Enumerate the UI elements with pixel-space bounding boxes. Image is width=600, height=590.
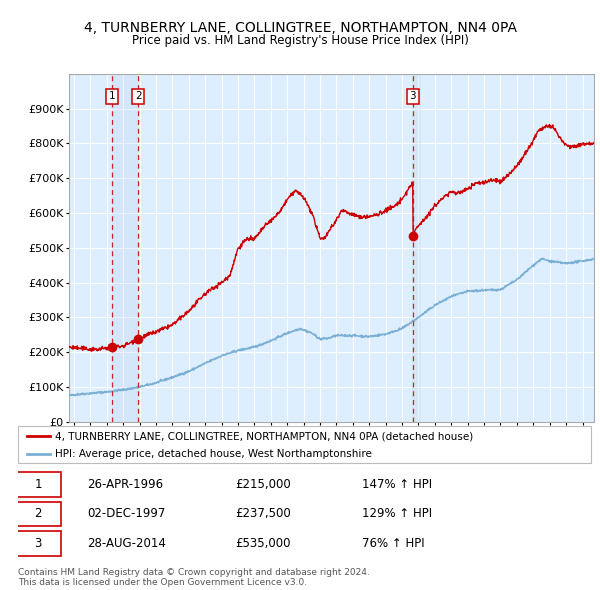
Text: 2: 2 <box>135 91 142 101</box>
Text: Price paid vs. HM Land Registry's House Price Index (HPI): Price paid vs. HM Land Registry's House … <box>131 34 469 47</box>
Text: £237,500: £237,500 <box>236 507 292 520</box>
Text: 4, TURNBERRY LANE, COLLINGTREE, NORTHAMPTON, NN4 0PA: 4, TURNBERRY LANE, COLLINGTREE, NORTHAMP… <box>83 21 517 35</box>
Text: 2: 2 <box>34 507 42 520</box>
FancyBboxPatch shape <box>15 472 61 497</box>
Text: 1: 1 <box>34 478 42 491</box>
FancyBboxPatch shape <box>15 531 61 556</box>
Text: £535,000: £535,000 <box>236 537 291 550</box>
Text: 4, TURNBERRY LANE, COLLINGTREE, NORTHAMPTON, NN4 0PA (detached house): 4, TURNBERRY LANE, COLLINGTREE, NORTHAMP… <box>55 431 473 441</box>
Text: 1: 1 <box>109 91 115 101</box>
Text: 28-AUG-2014: 28-AUG-2014 <box>87 537 166 550</box>
Text: 26-APR-1996: 26-APR-1996 <box>87 478 163 491</box>
Text: Contains HM Land Registry data © Crown copyright and database right 2024.
This d: Contains HM Land Registry data © Crown c… <box>18 568 370 587</box>
Text: 76% ↑ HPI: 76% ↑ HPI <box>362 537 424 550</box>
Text: 3: 3 <box>34 537 42 550</box>
Text: £215,000: £215,000 <box>236 478 292 491</box>
Bar <box>112 74 138 422</box>
FancyBboxPatch shape <box>15 502 61 526</box>
Text: 129% ↑ HPI: 129% ↑ HPI <box>362 507 432 520</box>
FancyBboxPatch shape <box>18 426 591 463</box>
Text: HPI: Average price, detached house, West Northamptonshire: HPI: Average price, detached house, West… <box>55 449 372 459</box>
Text: 147% ↑ HPI: 147% ↑ HPI <box>362 478 432 491</box>
Bar <box>412 74 421 422</box>
Text: 3: 3 <box>410 91 416 101</box>
Text: 02-DEC-1997: 02-DEC-1997 <box>87 507 165 520</box>
